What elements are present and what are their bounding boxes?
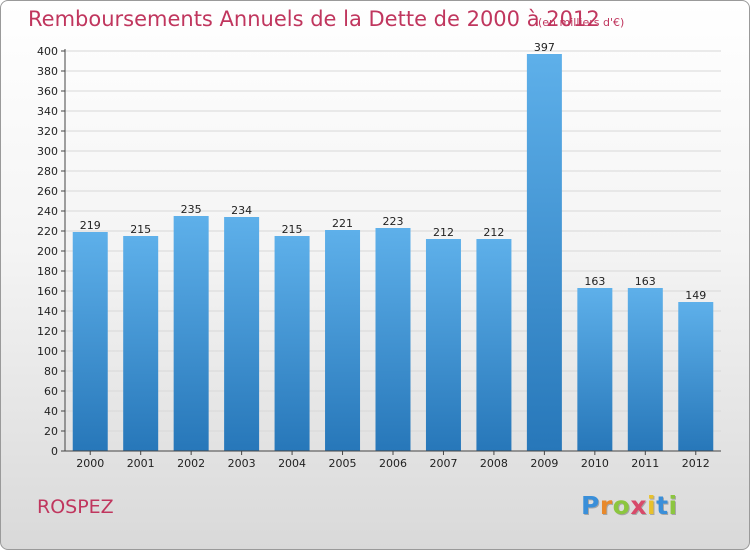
x-tick-label: 2000 bbox=[76, 457, 104, 470]
y-tick-label: 160 bbox=[37, 285, 58, 298]
x-tick-label: 2004 bbox=[278, 457, 306, 470]
x-tick-label: 2001 bbox=[127, 457, 155, 470]
y-tick-label: 140 bbox=[37, 305, 58, 318]
y-tick-label: 20 bbox=[44, 425, 58, 438]
bar bbox=[526, 54, 562, 451]
bar-value-label: 221 bbox=[332, 217, 353, 230]
bar-value-label: 215 bbox=[130, 223, 151, 236]
bar bbox=[375, 228, 411, 451]
bar bbox=[123, 236, 159, 451]
logo-letter: t bbox=[656, 491, 669, 520]
x-tick-label: 2008 bbox=[480, 457, 508, 470]
logo-letter: i bbox=[668, 491, 678, 520]
logo-letter: o bbox=[612, 491, 631, 520]
bar-value-label: 219 bbox=[80, 219, 101, 232]
bar bbox=[325, 230, 361, 451]
bar-value-label: 397 bbox=[534, 41, 555, 54]
x-tick-label: 2009 bbox=[530, 457, 558, 470]
y-tick-label: 240 bbox=[37, 205, 58, 218]
x-tick-label: 2003 bbox=[228, 457, 256, 470]
bar bbox=[72, 232, 108, 451]
y-tick-label: 100 bbox=[37, 345, 58, 358]
x-tick-label: 2006 bbox=[379, 457, 407, 470]
y-tick-label: 0 bbox=[51, 445, 58, 458]
logo-letter: r bbox=[599, 491, 613, 520]
bar-value-label: 163 bbox=[635, 275, 656, 288]
bar-value-label: 234 bbox=[231, 204, 252, 217]
bar-value-label: 215 bbox=[282, 223, 303, 236]
y-tick-label: 220 bbox=[37, 225, 58, 238]
y-tick-label: 380 bbox=[37, 65, 58, 78]
logo-letter: P bbox=[581, 491, 600, 520]
commune-name: ROSPEZ bbox=[37, 496, 114, 518]
y-tick-label: 320 bbox=[37, 125, 58, 138]
x-tick-label: 2012 bbox=[682, 457, 710, 470]
y-tick-label: 200 bbox=[37, 245, 58, 258]
bar-value-label: 149 bbox=[685, 289, 706, 302]
bar-value-label: 223 bbox=[383, 215, 404, 228]
bar-value-label: 235 bbox=[181, 203, 202, 216]
y-tick-label: 360 bbox=[37, 85, 58, 98]
bar bbox=[476, 239, 512, 451]
y-tick-label: 60 bbox=[44, 385, 58, 398]
chart-title: Remboursements Annuels de la Dette de 20… bbox=[28, 7, 600, 31]
bar bbox=[425, 239, 461, 451]
y-tick-label: 280 bbox=[37, 165, 58, 178]
x-tick-label: 2011 bbox=[631, 457, 659, 470]
x-tick-label: 2005 bbox=[329, 457, 357, 470]
chart-unit-label: (en milliers d'€) bbox=[538, 16, 625, 29]
bar bbox=[274, 236, 310, 451]
logo-letter: x bbox=[630, 491, 647, 520]
proxiti-logo: Proxiti bbox=[581, 491, 678, 520]
logo-letter: i bbox=[647, 491, 657, 520]
x-tick-label: 2010 bbox=[581, 457, 609, 470]
bar bbox=[678, 302, 714, 451]
x-tick-label: 2002 bbox=[177, 457, 205, 470]
y-tick-label: 180 bbox=[37, 265, 58, 278]
bar-value-label: 212 bbox=[433, 226, 454, 239]
y-tick-label: 400 bbox=[37, 45, 58, 58]
bar bbox=[627, 288, 663, 451]
y-tick-label: 300 bbox=[37, 145, 58, 158]
bar bbox=[577, 288, 613, 451]
y-tick-label: 80 bbox=[44, 365, 58, 378]
x-tick-label: 2007 bbox=[429, 457, 457, 470]
y-tick-label: 340 bbox=[37, 105, 58, 118]
bar-value-label: 163 bbox=[584, 275, 605, 288]
y-tick-label: 260 bbox=[37, 185, 58, 198]
y-tick-label: 40 bbox=[44, 405, 58, 418]
y-tick-label: 120 bbox=[37, 325, 58, 338]
bar bbox=[173, 216, 209, 451]
bar-value-label: 212 bbox=[483, 226, 504, 239]
bar bbox=[224, 217, 260, 451]
